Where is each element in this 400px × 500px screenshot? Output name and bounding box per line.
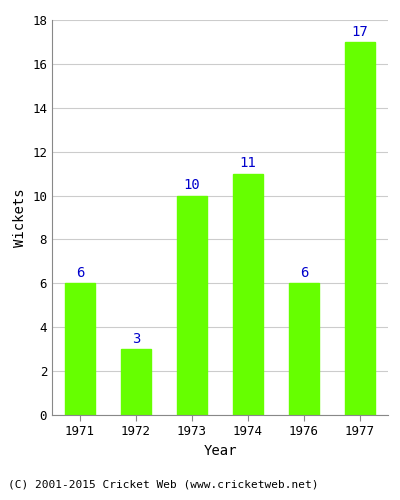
Text: 10: 10 xyxy=(184,178,200,192)
Y-axis label: Wickets: Wickets xyxy=(12,188,26,247)
Bar xyxy=(64,284,96,415)
Bar xyxy=(121,349,151,415)
Bar xyxy=(233,174,264,415)
X-axis label: Year: Year xyxy=(203,444,237,458)
Text: 6: 6 xyxy=(76,266,84,280)
Text: 6: 6 xyxy=(300,266,308,280)
Bar xyxy=(344,42,375,415)
Text: (C) 2001-2015 Cricket Web (www.cricketweb.net): (C) 2001-2015 Cricket Web (www.cricketwe… xyxy=(8,480,318,490)
Bar xyxy=(177,196,208,415)
Text: 3: 3 xyxy=(132,332,140,346)
Text: 11: 11 xyxy=(240,156,256,170)
Text: 17: 17 xyxy=(352,24,368,38)
Bar xyxy=(289,284,320,415)
